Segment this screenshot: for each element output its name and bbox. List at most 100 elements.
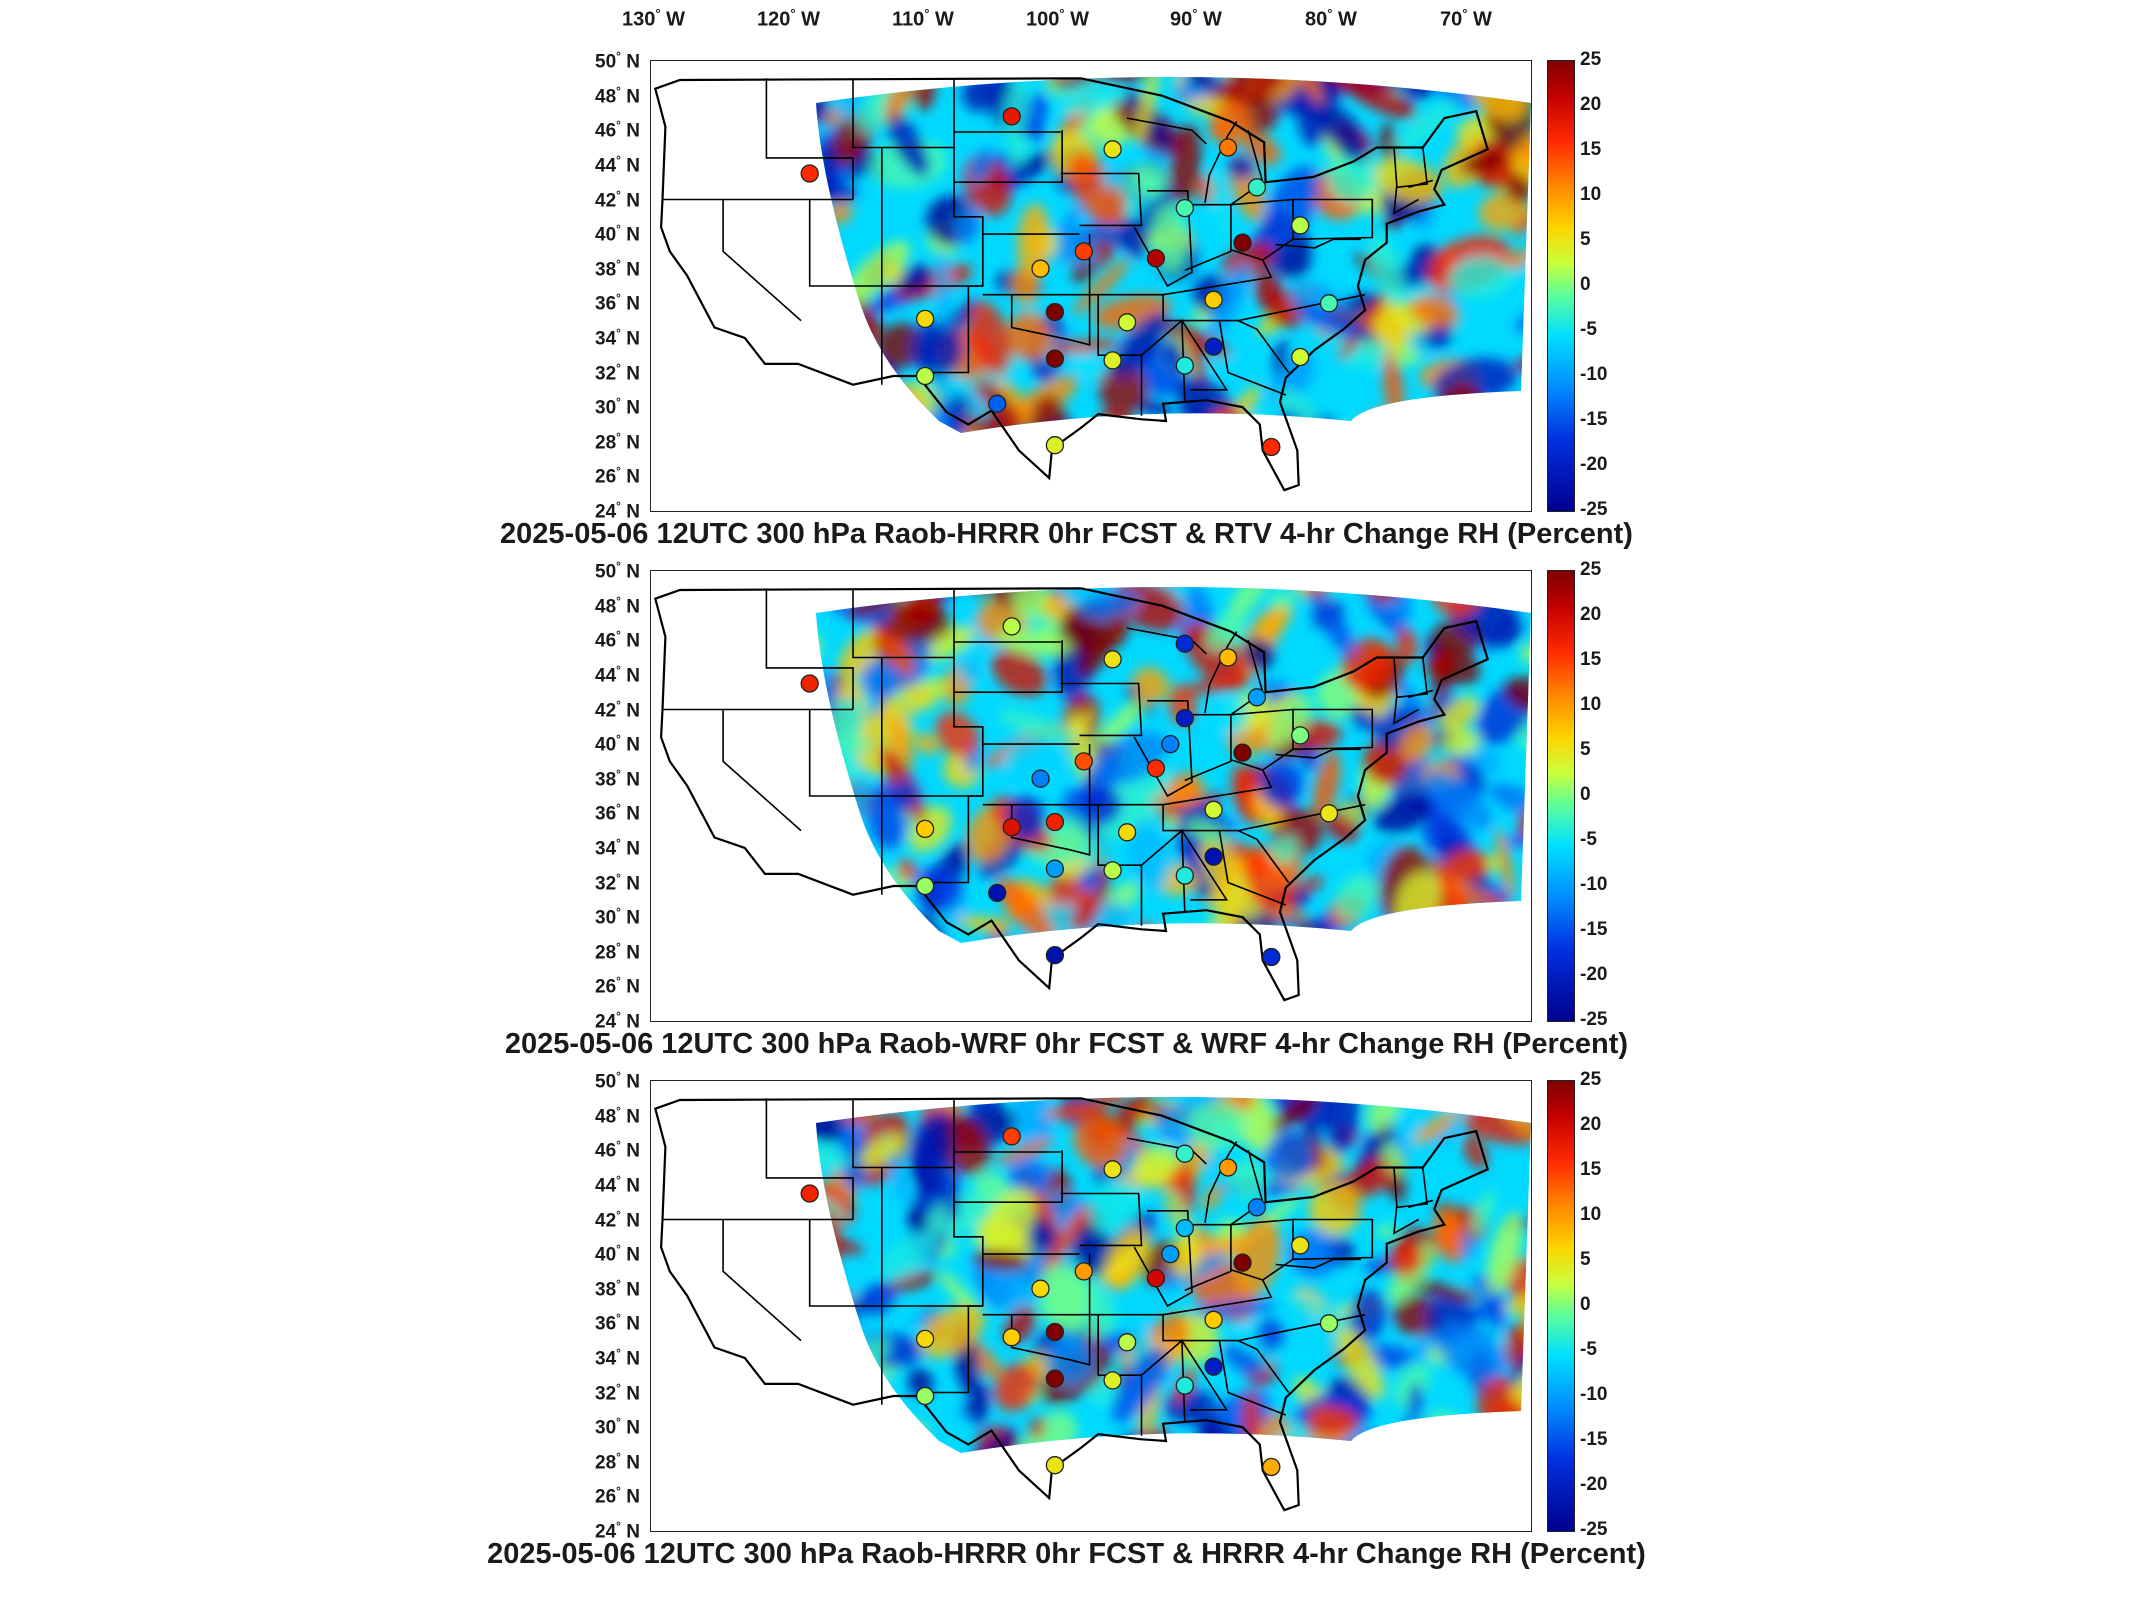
- raob-station-marker: [1002, 617, 1021, 636]
- longitude-axis: 130° W 120° W 110° W 100° W 90° W 80° W …: [0, 0, 2133, 40]
- lat-label: 46° N: [595, 628, 640, 652]
- raob-station-marker: [1175, 1376, 1194, 1395]
- lat-label: 24° N: [595, 1009, 640, 1033]
- raob-station-marker: [1103, 140, 1122, 159]
- colorbar-tick-label: 10: [1580, 184, 1602, 205]
- raob-station-marker: [1146, 1269, 1166, 1288]
- panel-title: 2025-05-06 12UTC 300 hPa Raob-HRRR 0hr F…: [487, 1538, 1646, 1570]
- raob-station-marker: [1319, 1314, 1339, 1333]
- lat-label: 44° N: [595, 1172, 640, 1197]
- colorbar-tick-label: 0: [1580, 274, 1591, 295]
- raob-station-marker: [1175, 198, 1194, 218]
- map-panel-wrf: 50° N 48° N 46° N 44° N 42° N 40° N 38° N 36° N…: [0, 559, 2133, 1070]
- state-borders: [662, 78, 1434, 416]
- raob-station-marker: [1204, 337, 1223, 356]
- raob-station-marker: [1117, 823, 1137, 842]
- panel-title: 2025-05-06 12UTC 300 hPa Raob-WRF 0hr FC…: [504, 1028, 1629, 1060]
- raob-station-marker: [1204, 1310, 1223, 1329]
- raob-station-marker: [1103, 1371, 1122, 1390]
- lat-label: 40° N: [595, 1242, 640, 1266]
- raob-station-marker: [1291, 1236, 1310, 1255]
- colorbar-tick-label: 5: [1580, 1249, 1591, 1270]
- lat-label: 24° N: [595, 499, 640, 523]
- rh-field: [816, 77, 1531, 433]
- lat-label: 32° N: [595, 870, 640, 894]
- raob-station-marker: [800, 1184, 819, 1203]
- map-panel-rtv: 50° N 48° N 46° N 44° N 42° N 40° N 38° N 36° N…: [0, 49, 2133, 560]
- raob-station-marker: [1074, 752, 1093, 771]
- colorbar-tick-label: -25: [1580, 1009, 1608, 1030]
- lat-label: 46° N: [595, 1138, 640, 1162]
- raob-station-marker: [1233, 743, 1252, 762]
- colorbar-tick-label: -20: [1580, 454, 1608, 475]
- lat-label: 48° N: [595, 1103, 640, 1127]
- lat-label: 42° N: [595, 697, 640, 721]
- us-outline: [653, 1097, 1490, 1512]
- colorbar-tick-label: -10: [1580, 364, 1608, 385]
- lon-label: 100° W: [1026, 6, 1090, 31]
- lat-label: 38° N: [595, 256, 640, 281]
- lat-label: 50° N: [595, 49, 640, 73]
- colorbar-tick-label: -25: [1580, 499, 1608, 520]
- lat-label: 50° N: [595, 559, 640, 583]
- lon-label: 120° W: [757, 6, 821, 31]
- raob-station-marker: [1045, 1456, 1065, 1475]
- raob-stations: [800, 617, 1339, 967]
- raob-station-marker: [1262, 1457, 1281, 1477]
- colorbar: [1547, 60, 1575, 512]
- lat-label: 28° N: [595, 939, 640, 964]
- raob-station-marker: [1175, 634, 1194, 653]
- raob-station-marker: [1204, 847, 1223, 866]
- raob-station-marker: [1319, 804, 1339, 823]
- raob-station-marker: [1045, 1369, 1065, 1388]
- raob-station-marker: [915, 819, 935, 839]
- raob-station-marker: [1045, 812, 1065, 832]
- lat-label: 40° N: [595, 222, 640, 246]
- colorbar-tick-label: 25: [1580, 559, 1602, 580]
- lon-label: 110° W: [892, 6, 954, 31]
- colorbar-tick-label: 20: [1580, 604, 1602, 625]
- raob-station-marker: [1117, 1333, 1137, 1352]
- raob-station-marker: [988, 394, 1007, 413]
- raob-station-marker: [1175, 356, 1194, 375]
- raob-station-marker: [1002, 818, 1021, 837]
- raob-station-marker: [1218, 1158, 1238, 1177]
- raob-station-marker: [1002, 1127, 1021, 1146]
- raob-station-marker: [1175, 866, 1194, 885]
- raob-station-marker: [1031, 259, 1050, 278]
- raob-station-marker: [1002, 107, 1021, 126]
- raob-station-marker: [915, 876, 935, 896]
- colorbar-tick-label: 15: [1580, 139, 1602, 160]
- rh-change-map: [653, 587, 1531, 1002]
- colorbar-tick-label: -5: [1580, 319, 1597, 340]
- lat-label: 46° N: [595, 118, 640, 142]
- colorbar-tick-label: -5: [1580, 1339, 1597, 1360]
- colorbar-tick-label: -15: [1580, 1429, 1608, 1450]
- colorbar-tick-label: -20: [1580, 964, 1608, 985]
- lat-label: 30° N: [595, 905, 640, 929]
- rh-field: [816, 587, 1531, 943]
- raob-station-marker: [1218, 138, 1238, 157]
- raob-station-marker: [988, 883, 1007, 903]
- us-outline: [653, 587, 1490, 1002]
- colorbar: [1547, 1080, 1575, 1532]
- raob-station-marker: [1074, 1262, 1093, 1281]
- raob-station-marker: [915, 1386, 935, 1406]
- lat-label: 28° N: [595, 429, 640, 454]
- raob-station-marker: [915, 366, 935, 386]
- lon-label: 90° W: [1170, 6, 1222, 31]
- raob-station-marker: [1103, 1160, 1122, 1179]
- lat-label: 26° N: [595, 1484, 640, 1508]
- raob-station-marker: [1045, 946, 1065, 965]
- colorbar-tick-label: 25: [1580, 49, 1602, 70]
- lat-label: 34° N: [595, 835, 640, 860]
- raob-station-marker: [1204, 290, 1223, 309]
- lat-label: 32° N: [595, 1380, 640, 1404]
- colorbar-tick-label: 25: [1580, 1069, 1602, 1090]
- lat-label: 38° N: [595, 766, 640, 791]
- raob-station-marker: [1074, 242, 1093, 261]
- lat-label: 36° N: [595, 291, 640, 315]
- raob-station-marker: [800, 674, 819, 693]
- raob-station-marker: [1045, 302, 1065, 322]
- colorbar-tick-label: 20: [1580, 1114, 1602, 1135]
